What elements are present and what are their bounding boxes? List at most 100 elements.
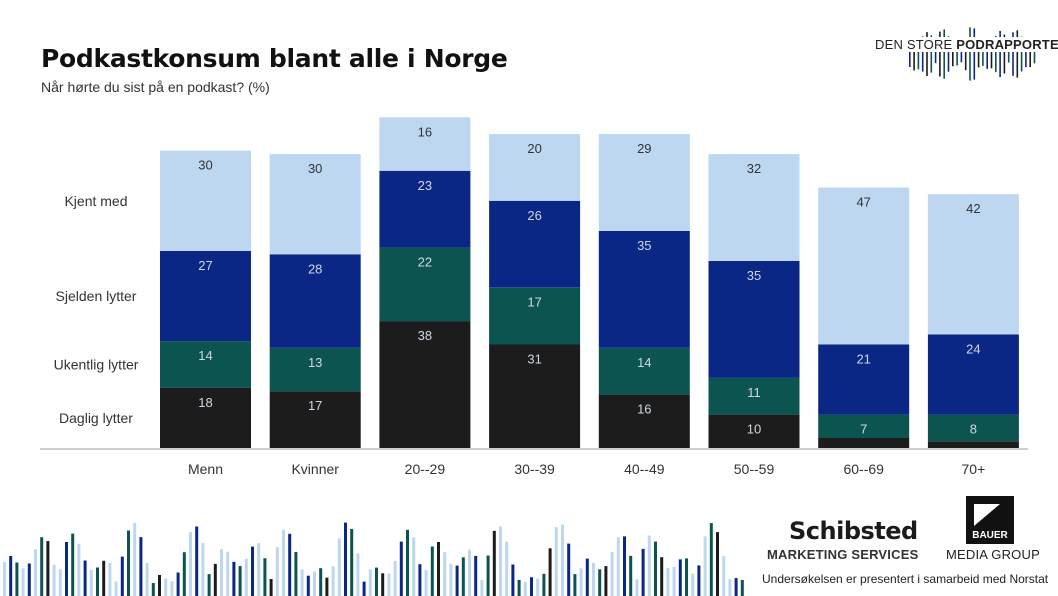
waveform-bar [616, 537, 620, 596]
bar-segment-ukentlig [269, 347, 361, 392]
waveform-bar [102, 560, 106, 596]
data-label: 13 [308, 355, 322, 370]
waveform-bar [331, 566, 335, 596]
bar-segment-kjent [160, 150, 251, 251]
waveform-bar [709, 523, 713, 596]
x-tick-label: 20--29 [405, 461, 446, 477]
waveform-bar [691, 573, 695, 596]
brand-waveform-bar [1025, 40, 1027, 68]
waveform-bar [170, 581, 174, 596]
waveform-bar [499, 526, 502, 596]
waveform-bar [412, 537, 416, 596]
brand-waveform-bar [1003, 34, 1006, 74]
waveform-bar [666, 568, 670, 596]
waveform-bar [232, 561, 236, 596]
podrapporten-waveform-logo [909, 27, 1036, 81]
waveform-bar [52, 564, 56, 596]
waveform-bar [120, 556, 124, 596]
waveform-bar [325, 577, 329, 596]
waveform-bar [548, 548, 552, 596]
waveform-bar [151, 583, 155, 596]
waveform-bar [406, 529, 409, 596]
data-label: 16 [418, 124, 432, 139]
waveform-bar [21, 568, 25, 596]
waveform-bar [480, 579, 484, 596]
brand-waveform-bar [990, 39, 993, 69]
brand-waveform-bar [1029, 40, 1031, 68]
waveform-bar [244, 558, 248, 596]
waveform-bar [164, 578, 168, 596]
waveform-bar [424, 570, 428, 596]
waveform-bar [319, 568, 323, 596]
waveform-bar [9, 556, 13, 596]
waveform-bar [623, 536, 626, 596]
data-label: 10 [747, 422, 761, 437]
waveform-bar [226, 551, 230, 596]
schibsted-logo: Schibsted [789, 517, 918, 545]
waveform-bar [207, 574, 211, 596]
waveform-bar [722, 555, 726, 596]
bar-segment-sjelden [818, 344, 910, 415]
waveform-bar [486, 555, 490, 596]
waveform-bar [65, 542, 68, 596]
waveform-bar [108, 562, 112, 596]
waveform-bar [77, 543, 81, 596]
data-label: 11 [747, 385, 761, 400]
waveform-bar [523, 581, 527, 596]
waveform-bar [511, 564, 515, 596]
stacked-bar-chart: 18 14 27 30 Menn 17 13 28 30 Kvinner 38 22 23 16 20--2… [40, 117, 1028, 477]
brand-waveform-bar [926, 32, 928, 76]
bar-segment-daglig [269, 391, 361, 448]
waveform-bar [592, 562, 595, 596]
waveform-bar [313, 571, 316, 596]
waveform-bar [71, 533, 75, 596]
x-tick-label: 40--49 [624, 461, 665, 477]
brand-waveform-bar [969, 27, 971, 81]
bar-segment-kjent [269, 154, 361, 255]
bauer-logo: BAUER [966, 496, 1014, 544]
waveform-bar [189, 531, 192, 596]
bar-segment-kjent [708, 154, 800, 261]
bar-segment-sjelden [598, 230, 690, 348]
schibsted-logo-subtitle: MARKETING SERVICES [767, 547, 919, 562]
waveform-bar [610, 552, 614, 596]
data-label: 17 [308, 398, 322, 413]
waveform-bar [393, 560, 397, 596]
data-label: 32 [747, 161, 761, 176]
bar-segment-kjent [598, 134, 690, 231]
bar-segment-kjent [379, 117, 471, 171]
waveform-bar [716, 532, 719, 596]
waveform-bar [685, 558, 688, 596]
waveform-bar [468, 549, 471, 596]
legend-label: Sjelden lytter [56, 288, 137, 304]
waveform-bar [89, 570, 93, 596]
brand-waveform-bar [930, 35, 933, 73]
waveform-bar [585, 558, 589, 596]
waveform-bar [418, 564, 422, 596]
data-label: 21 [856, 352, 870, 367]
waveform-bar [492, 530, 496, 596]
waveform-bar [182, 552, 186, 596]
waveform-bar [647, 535, 651, 596]
bar-segment-ukentlig [927, 414, 1019, 442]
waveform-bar [740, 580, 744, 596]
brand-waveform-bar [943, 29, 945, 79]
page-subtitle: Når hørte du sist på en podkast? (%) [41, 79, 270, 95]
brand-waveform-bar [960, 45, 963, 63]
waveform-bar [635, 579, 639, 596]
brand-name: DEN STORE PODRAPPORTEN [873, 37, 1058, 52]
waveform-bar [461, 557, 465, 596]
data-label: 26 [527, 208, 541, 223]
brand-waveform-bar [1033, 44, 1036, 64]
bar-segment-ukentlig [818, 414, 910, 438]
waveform-bar [629, 555, 633, 596]
data-label: 27 [198, 258, 212, 273]
data-label: 29 [637, 141, 651, 156]
brand-waveform-bar [1012, 32, 1014, 76]
brand-waveform-bar [986, 39, 988, 69]
bar-segment-sjelden [379, 170, 471, 248]
data-label: 47 [856, 195, 870, 210]
legend-label: Ukentlig lytter [54, 357, 139, 373]
bar-segment-daglig [160, 387, 251, 448]
brand-waveform-bar [947, 36, 950, 72]
